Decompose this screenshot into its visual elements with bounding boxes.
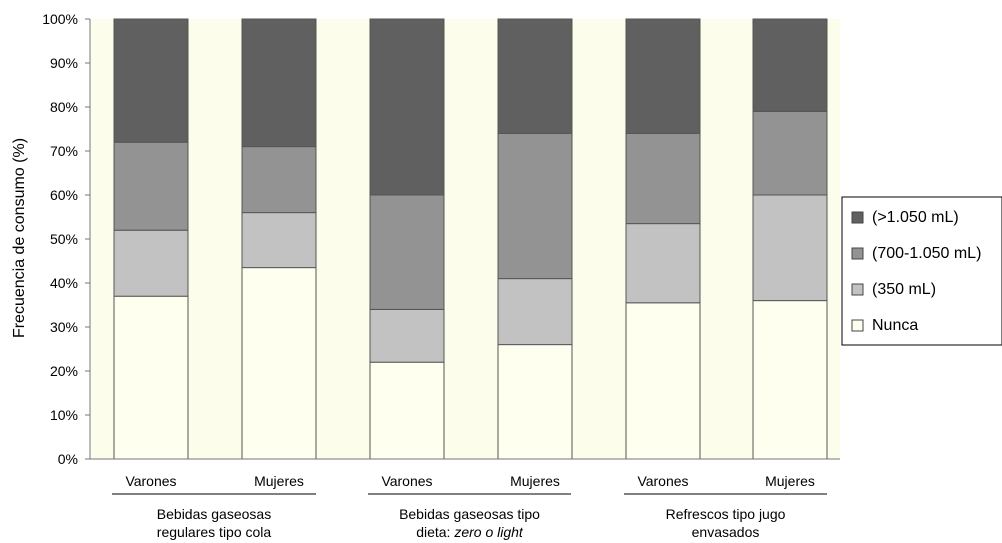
y-tick-label: 60% — [50, 187, 78, 203]
bar-segment-5-3 — [625, 132, 701, 225]
category-label: Varones — [637, 473, 688, 489]
category-label: Mujeres — [765, 473, 815, 489]
y-tick-label: 90% — [50, 55, 78, 71]
bar-segment-4-1 — [497, 344, 573, 460]
y-tick-label: 100% — [42, 11, 78, 27]
bar-segment-3-2 — [369, 308, 445, 363]
bar-segment-3-1 — [369, 361, 445, 460]
y-tick-label: 30% — [50, 319, 78, 335]
legend-label: (350 mL) — [872, 281, 936, 298]
legend-label: (>1.050 mL) — [872, 209, 959, 226]
bar-segment-1-3 — [113, 141, 189, 231]
group-label-italic: zero o light — [453, 524, 524, 540]
legend-swatch — [851, 247, 864, 260]
legend: (>1.050 mL) (700-1.050 mL) (350 mL) Nunca — [841, 196, 1002, 346]
category-label: Varones — [125, 473, 176, 489]
legend-box — [841, 196, 1002, 346]
category-label: Mujeres — [510, 473, 560, 489]
y-tick-label: 10% — [50, 407, 78, 423]
group-labels: Bebidas gaseosas regulares tipo cola Bebid… — [112, 493, 827, 540]
bar-segment-5-4 — [625, 18, 701, 134]
bar-segment-5-2 — [625, 223, 701, 304]
axes: 0% 10% 20% 30% 40% 50% 60% 70% 80% 90% 100% — [42, 11, 840, 467]
plot-area — [90, 18, 840, 460]
plot-background — [90, 19, 840, 459]
bar-segment-6-3 — [752, 110, 828, 196]
bar-segment-4-2 — [497, 278, 573, 346]
group-label-line2: regulares tipo cola — [157, 524, 272, 540]
group-label-line2: dieta: zero o light — [416, 524, 524, 540]
y-tick-label: 40% — [50, 275, 78, 291]
bar-segment-6-4 — [752, 18, 828, 112]
group-label-line1: Refrescos tipo jugo — [666, 506, 786, 522]
legend-swatch — [851, 319, 864, 332]
legend-swatch — [851, 283, 864, 296]
bar-segment-2-1 — [241, 267, 317, 460]
bar-segment-1-1 — [113, 295, 189, 460]
category-labels: Varones Mujeres Varones Mujeres Varones Mujer… — [125, 473, 814, 489]
y-tick-label: 80% — [50, 99, 78, 115]
y-tick-label: 70% — [50, 143, 78, 159]
group-label-plain: dieta: — [416, 524, 454, 540]
y-tick-label: 20% — [50, 363, 78, 379]
y-axis-label: Frecuencia de consumo (%) — [11, 138, 28, 338]
group-label-line1: Bebidas gaseosas — [157, 506, 271, 522]
bar-segment-6-2 — [752, 194, 828, 302]
legend-label: Nunca — [872, 317, 918, 334]
bar-segment-4-4 — [497, 18, 573, 134]
bar-segment-3-4 — [369, 18, 445, 196]
bar-segment-2-2 — [241, 212, 317, 269]
group-label-line2: envasados — [692, 524, 760, 540]
legend-label: (700-1.050 mL) — [872, 245, 981, 262]
category-label: Varones — [381, 473, 432, 489]
bar-segment-4-3 — [497, 132, 573, 280]
bar-segment-6-1 — [752, 300, 828, 460]
bar-segment-1-4 — [113, 18, 189, 143]
category-label: Mujeres — [254, 473, 304, 489]
y-tick-label: 0% — [58, 451, 78, 467]
bar-segment-2-3 — [241, 146, 317, 214]
bar-segment-3-3 — [369, 194, 445, 310]
group-label-line1: Bebidas gaseosas tipo — [399, 506, 540, 522]
bar-segment-1-2 — [113, 229, 189, 297]
bar-segment-2-4 — [241, 18, 317, 148]
bar-segment-5-1 — [625, 302, 701, 460]
y-tick-label: 50% — [50, 231, 78, 247]
legend-swatch — [851, 211, 864, 224]
